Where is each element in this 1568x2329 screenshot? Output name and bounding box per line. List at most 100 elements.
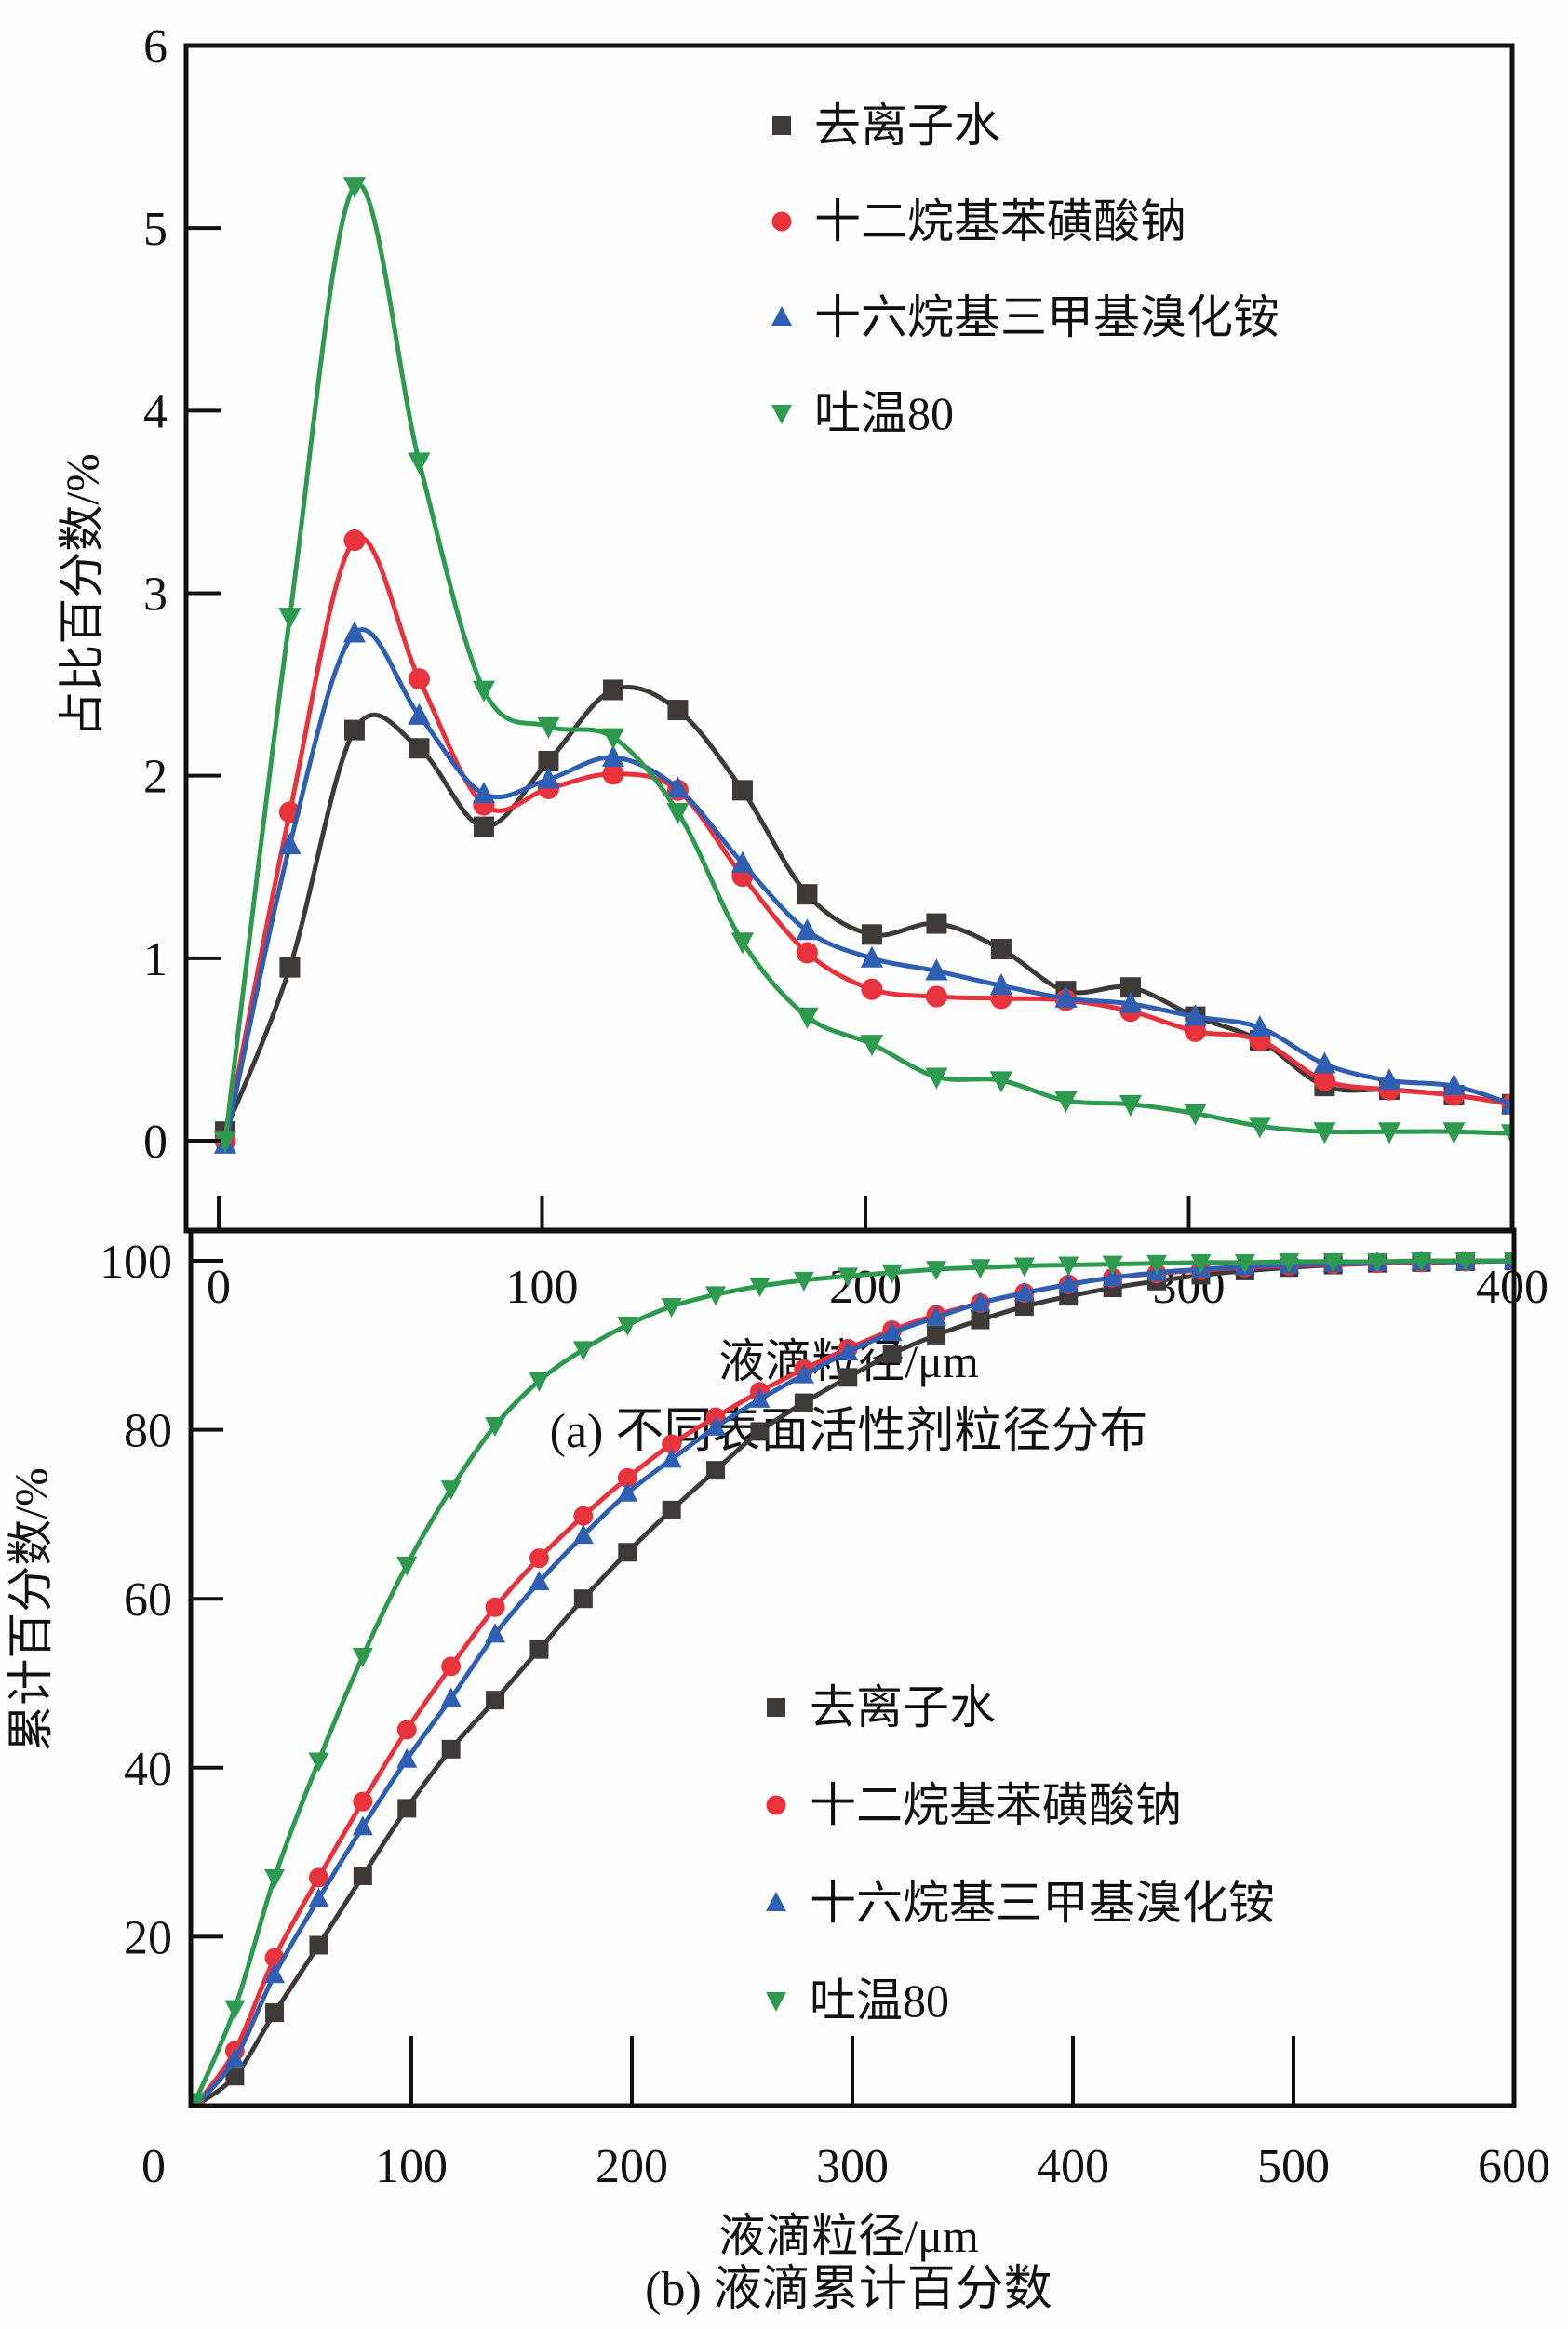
- data-point: [353, 1867, 372, 1886]
- data-point: [472, 680, 496, 703]
- data-point: [602, 679, 623, 701]
- panel-a-series-layer: [213, 177, 1512, 1154]
- data-point: [750, 1422, 770, 1441]
- y-tick-label: 6: [143, 20, 168, 74]
- data-point: [617, 1317, 638, 1337]
- data-point: [264, 1868, 286, 1889]
- series-line: [193, 1258, 1514, 2106]
- data-point: [706, 1461, 726, 1480]
- data-point: [881, 1264, 903, 1284]
- data-point: [441, 1656, 462, 1677]
- data-point: [861, 978, 883, 1000]
- legend-label: 去离子水: [814, 100, 1000, 152]
- data-point: [472, 782, 496, 804]
- data-point: [661, 1448, 682, 1468]
- data-point: [308, 1867, 328, 1888]
- x-tick-label: 100: [506, 1261, 579, 1314]
- data-point: [1054, 1091, 1078, 1114]
- data-point: [486, 1691, 505, 1710]
- data-point: [796, 1007, 819, 1029]
- data-point: [224, 2000, 246, 2020]
- data-point: [1234, 1253, 1255, 1274]
- legend-marker-triangle-up: [771, 306, 792, 326]
- data-point: [397, 1799, 417, 1818]
- legend-marker-square: [767, 1698, 785, 1717]
- data-point: [396, 1720, 417, 1740]
- data-point: [352, 1815, 373, 1836]
- y-tick-label: 5: [143, 203, 168, 256]
- data-point: [838, 1341, 859, 1361]
- data-point: [1058, 1273, 1079, 1293]
- data-point: [1377, 1122, 1401, 1144]
- data-point: [927, 1325, 946, 1345]
- data-point: [278, 608, 302, 630]
- data-point: [666, 776, 690, 798]
- panel-b-origin-label: 0: [141, 2140, 166, 2193]
- panel-b-y-axis-title: 累计百分数/%: [5, 1467, 57, 1752]
- x-tick-label: 0: [207, 1261, 231, 1314]
- data-point: [278, 833, 302, 855]
- legend-item: 吐温80: [766, 1974, 949, 2027]
- data-point: [485, 1417, 506, 1438]
- data-point: [1248, 1117, 1272, 1139]
- data-point: [989, 973, 1013, 996]
- legend-item: 十六烷基三甲基溴化铵: [766, 1877, 1275, 1929]
- data-point: [538, 750, 559, 771]
- legend-marker-circle: [771, 211, 792, 232]
- legend-label: 吐温80: [814, 387, 954, 439]
- data-point: [213, 1131, 237, 1154]
- data-point: [408, 668, 431, 690]
- data-point: [618, 1543, 637, 1562]
- panel-a-y-axis-title: 占比百分数/%: [56, 453, 108, 738]
- data-point: [529, 1571, 550, 1591]
- series-line: [222, 535, 1512, 1142]
- legend-item: 吐温80: [771, 387, 954, 439]
- data-point: [970, 1259, 991, 1279]
- data-point: [352, 1647, 373, 1667]
- data-point: [796, 942, 818, 964]
- y-tick-label: 1: [143, 933, 168, 986]
- data-point: [440, 1480, 462, 1501]
- y-tick-label: 3: [143, 569, 168, 622]
- data-point: [1504, 1252, 1514, 1272]
- y-tick-label: 0: [143, 1116, 168, 1169]
- data-point: [662, 1434, 682, 1454]
- legend-item: 十二烷基苯磺酸钠: [771, 195, 1186, 248]
- data-point: [925, 958, 948, 981]
- data-point: [881, 1321, 903, 1342]
- x-tick-label: 400: [1037, 2140, 1109, 2193]
- data-point: [926, 1305, 947, 1326]
- series-3: [213, 177, 1512, 1154]
- data-point: [1313, 1069, 1335, 1091]
- legend-marker-square: [772, 116, 791, 135]
- data-point: [797, 884, 818, 905]
- data-point: [1454, 1252, 1476, 1272]
- data-point: [308, 1887, 329, 1907]
- data-point: [705, 1286, 727, 1306]
- data-point: [1500, 1124, 1512, 1146]
- data-point: [1411, 1252, 1432, 1272]
- legend-item: 去离子水: [772, 100, 1000, 152]
- data-point: [662, 1500, 681, 1519]
- data-point: [573, 1589, 593, 1609]
- y-tick-label: 2: [143, 751, 168, 804]
- x-tick-label: 200: [596, 2140, 668, 2193]
- data-point: [666, 803, 690, 825]
- data-point: [990, 939, 1012, 960]
- data-point: [970, 1292, 991, 1312]
- data-point: [730, 932, 755, 955]
- data-point: [1102, 1266, 1123, 1287]
- series-3: [191, 1252, 1514, 2106]
- data-point: [971, 1310, 990, 1330]
- legend-item: 去离子水: [767, 1681, 996, 1733]
- data-point: [705, 1415, 727, 1436]
- data-point: [1014, 1297, 1034, 1317]
- data-point: [1013, 1281, 1035, 1302]
- legend-marker-triangle-up: [766, 1892, 786, 1911]
- data-point: [1377, 1068, 1401, 1091]
- data-point: [601, 744, 625, 767]
- data-point: [1054, 985, 1078, 1008]
- data-point: [265, 2003, 285, 2023]
- data-point: [602, 763, 624, 785]
